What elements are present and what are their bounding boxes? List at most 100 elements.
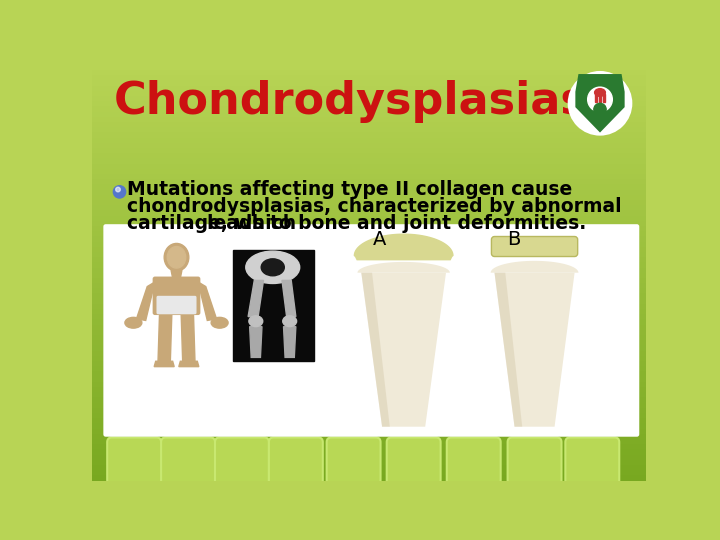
Bar (92, 168, 647, 174)
Bar (92, 117, 647, 122)
Bar (92, 85, 647, 91)
Bar (92, 190, 647, 195)
Bar (92, 195, 647, 200)
Bar (92, 221, 647, 226)
Bar (92, 205, 647, 211)
Bar (92, 325, 647, 330)
Bar (92, 314, 647, 320)
FancyBboxPatch shape (107, 437, 161, 485)
Polygon shape (495, 273, 522, 427)
Polygon shape (354, 234, 453, 256)
Bar (92, 91, 647, 96)
Bar (92, 65, 647, 70)
Bar (595, 94, 598, 102)
Bar (92, 252, 647, 257)
Bar (92, 112, 647, 117)
Bar (92, 278, 647, 283)
Bar (92, 101, 647, 106)
Bar (92, 439, 647, 444)
Bar (92, 138, 647, 143)
Bar (92, 350, 647, 356)
Bar (92, 449, 647, 455)
FancyBboxPatch shape (508, 437, 562, 485)
Bar (92, 211, 647, 215)
Circle shape (113, 186, 126, 198)
Bar (92, 143, 647, 148)
Bar (92, 267, 647, 273)
Polygon shape (284, 327, 296, 357)
Bar (92, 127, 647, 132)
Bar (92, 179, 647, 184)
Bar (92, 392, 647, 397)
Bar (92, 200, 647, 205)
Bar (92, 226, 647, 231)
Polygon shape (171, 271, 182, 278)
Bar (92, 70, 647, 75)
Bar (92, 460, 647, 465)
Bar (92, 158, 647, 164)
Bar (92, 273, 647, 278)
FancyBboxPatch shape (565, 437, 619, 485)
FancyBboxPatch shape (153, 276, 200, 315)
FancyBboxPatch shape (492, 237, 577, 256)
Text: chondrodysplasias, characterized by abnormal: chondrodysplasias, characterized by abno… (127, 197, 622, 216)
Circle shape (594, 103, 606, 116)
Bar (92, 413, 647, 418)
FancyBboxPatch shape (387, 437, 441, 485)
Bar (92, 377, 647, 382)
Bar (92, 309, 647, 314)
FancyBboxPatch shape (215, 437, 269, 485)
Ellipse shape (261, 259, 284, 276)
Bar (92, 470, 647, 475)
Bar (92, 397, 647, 403)
FancyBboxPatch shape (327, 437, 381, 485)
Ellipse shape (164, 244, 189, 271)
Bar (92, 241, 647, 247)
Bar (92, 80, 647, 85)
Bar (92, 372, 647, 377)
Bar (599, 94, 601, 102)
Bar (92, 231, 647, 237)
Circle shape (588, 87, 612, 112)
FancyBboxPatch shape (156, 296, 197, 314)
Bar (92, 429, 647, 434)
Ellipse shape (211, 318, 228, 328)
Circle shape (116, 187, 120, 192)
Bar (92, 330, 647, 335)
Bar (92, 288, 647, 294)
Bar (92, 247, 647, 252)
Bar (92, 215, 647, 221)
Polygon shape (179, 361, 199, 367)
Bar (92, 132, 647, 138)
Polygon shape (282, 280, 296, 316)
Circle shape (567, 71, 632, 136)
Bar (92, 148, 647, 153)
Bar (603, 94, 605, 102)
Bar (92, 346, 647, 350)
Ellipse shape (246, 251, 300, 284)
Bar (92, 382, 647, 387)
Bar (92, 75, 647, 80)
Bar (92, 418, 647, 423)
Bar (92, 455, 647, 460)
Bar (92, 408, 647, 413)
Bar (92, 434, 647, 439)
Bar (92, 262, 647, 267)
Bar (92, 361, 647, 366)
Bar (92, 340, 647, 346)
Bar (92, 294, 647, 299)
Bar (92, 320, 647, 325)
Polygon shape (575, 74, 625, 132)
Bar (92, 304, 647, 309)
Bar (92, 387, 647, 392)
Bar (92, 475, 647, 481)
Polygon shape (181, 313, 195, 361)
Ellipse shape (167, 247, 186, 268)
Polygon shape (361, 273, 390, 427)
Bar (92, 153, 647, 158)
Text: B: B (508, 230, 521, 248)
Bar (337, 231, 633, 432)
Text: leads to bone and joint deformities.: leads to bone and joint deformities. (207, 214, 586, 233)
Bar (92, 106, 647, 112)
Bar (92, 465, 647, 470)
